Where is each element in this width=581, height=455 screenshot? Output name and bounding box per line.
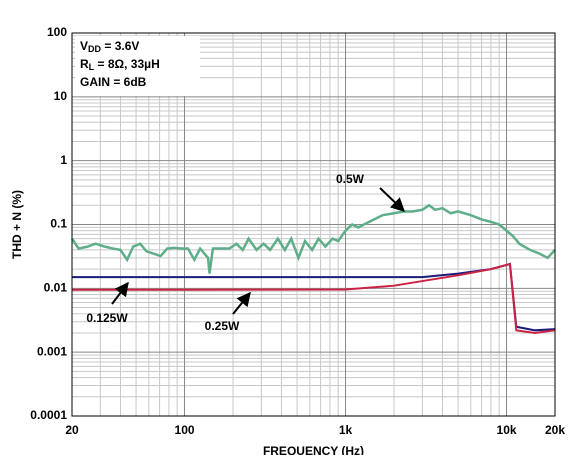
condition-rest: = 3.6V <box>101 39 139 53</box>
arrow <box>232 291 251 315</box>
condition-main: GAIN = 6dB <box>80 75 147 89</box>
condition-sub: DD <box>88 44 101 54</box>
x-tick-label: 20k <box>545 423 565 437</box>
labels: 20 100 1k 10k 20k 0.0001 0.001 0.01 0.1 1 10 100 FRE… <box>10 25 565 455</box>
grid <box>71 32 556 417</box>
conditions-box <box>75 36 200 96</box>
series-line <box>70 203 556 274</box>
series-label: 0.125W <box>86 311 128 325</box>
x-tick-label: 10k <box>497 423 517 437</box>
y-tick-label: 0.01 <box>44 281 68 295</box>
condition-rest: = 8Ω, 33µH <box>94 57 160 71</box>
y-tick-label: 0.1 <box>50 217 67 231</box>
lines <box>70 203 556 334</box>
y-tick-label: 0.001 <box>37 344 67 358</box>
condition-sub: L <box>89 62 95 72</box>
series-label: 0.5W <box>336 172 365 186</box>
series-label: 0.25W <box>205 319 240 333</box>
x-tick-label: 20 <box>65 423 79 437</box>
plot-frame <box>71 32 556 417</box>
y-tick-label: 10 <box>54 89 68 103</box>
condition: RL = 8Ω, 33µH <box>80 57 160 72</box>
condition-main: R <box>80 57 89 71</box>
condition: VDD = 3.6V <box>80 39 139 54</box>
series-line <box>72 262 556 332</box>
x-axis-label: FREQUENCY (Hz) <box>263 444 364 455</box>
y-tick-label: 100 <box>47 25 67 39</box>
arrow <box>111 281 129 305</box>
y-axis-label: THD + N (%) <box>10 190 24 259</box>
x-tick-label: 1k <box>339 423 353 437</box>
x-tick-label: 100 <box>175 423 195 437</box>
series-line <box>72 262 556 334</box>
y-tick-label: 1 <box>60 153 67 167</box>
y-tick-label: 0.0001 <box>30 408 67 422</box>
condition-main: V <box>80 39 88 53</box>
arrow <box>379 187 406 212</box>
condition: GAIN = 6dB <box>80 75 147 89</box>
